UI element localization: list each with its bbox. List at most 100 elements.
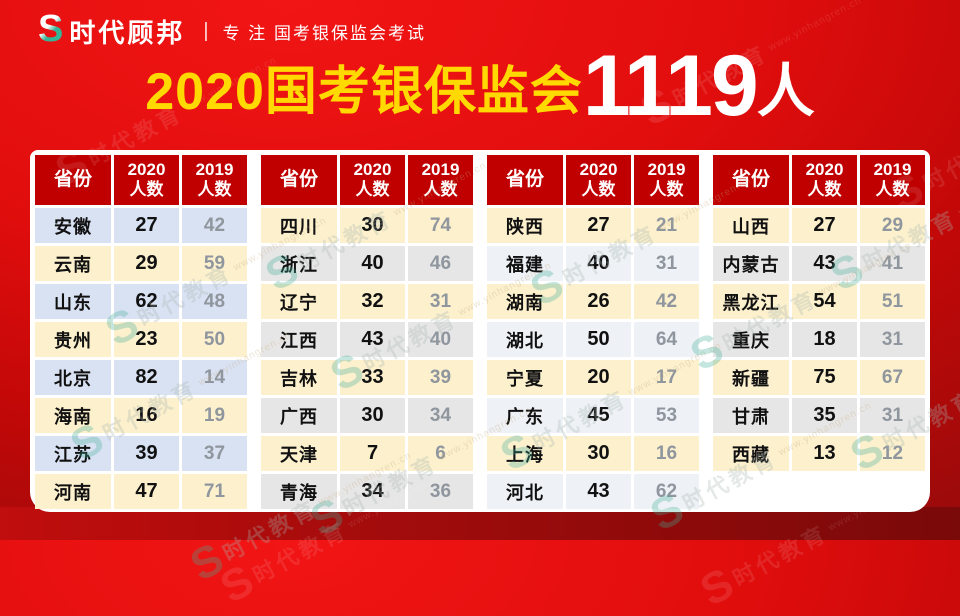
province-name: 北京 (35, 360, 111, 395)
count-2019: 37 (182, 436, 247, 471)
column-header-2020: 2020 人数 (340, 155, 405, 205)
count-2019: 42 (182, 208, 247, 243)
watermark-url: www.yinhangren.cn (956, 159, 960, 219)
watermark-logo-icon: S (182, 533, 232, 591)
province-name: 广东 (487, 398, 563, 433)
count-2019: 21 (634, 208, 699, 243)
count-2020: 29 (114, 246, 179, 281)
count-2019: 6 (408, 436, 473, 471)
column-header-province: 省份 (713, 155, 789, 205)
count-2019: 59 (182, 246, 247, 281)
bottom-band (0, 507, 960, 540)
province-name: 湖南 (487, 284, 563, 319)
count-2019: 12 (860, 436, 925, 471)
province-table-2: 省份 2020 人数 2019 人数 四川 30 74 浙江 40 46 辽宁 32 31 江西 43 40… (261, 155, 473, 509)
count-2020: 39 (114, 436, 179, 471)
column-header-2020: 2020 人数 (566, 155, 631, 205)
province-table-4: 省份 2020 人数 2019 人数 山西 27 29 内蒙古 43 41 黑龙江 54 51 重庆 18… (713, 155, 925, 507)
column-header-2020: 2020 人数 (792, 155, 857, 205)
province-name: 河北 (487, 474, 563, 509)
count-2019: 64 (634, 322, 699, 357)
count-2020: 16 (114, 398, 179, 433)
province-name: 新疆 (713, 360, 789, 395)
province-name: 四川 (261, 208, 337, 243)
province-name: 吉林 (261, 360, 337, 395)
count-2020: 62 (114, 284, 179, 319)
province-table-3: 省份 2020 人数 2019 人数 陕西 27 21 福建 40 31 湖南 26 42 湖北 50 64… (487, 155, 699, 509)
count-2020: 43 (792, 246, 857, 281)
province-name: 山东 (35, 284, 111, 319)
province-name: 江西 (261, 322, 337, 357)
count-2020: 54 (792, 284, 857, 319)
count-2020: 47 (114, 474, 179, 509)
province-name: 甘肃 (713, 398, 789, 433)
count-2019: 39 (408, 360, 473, 395)
province-name: 重庆 (713, 322, 789, 357)
count-2019: 19 (182, 398, 247, 433)
watermark-logo-icon: S (212, 555, 262, 613)
count-2020: 30 (566, 436, 631, 471)
count-2019: 40 (408, 322, 473, 357)
watermark-url: www.yinhangren.cn (766, 0, 864, 54)
brand-tagline: 专 注 国考银保监会考试 (222, 23, 427, 43)
count-2019: 17 (634, 360, 699, 395)
brand-logo-icon: S (38, 8, 64, 50)
brand-bar: S 时代顾邦 | 专 注 国考银保监会考试 (38, 8, 427, 50)
province-name: 青海 (261, 474, 337, 509)
count-2020: 50 (566, 322, 631, 357)
count-2020: 27 (114, 208, 179, 243)
column-header-province: 省份 (487, 155, 563, 205)
count-2020: 32 (340, 284, 405, 319)
province-name: 内蒙古 (713, 246, 789, 281)
province-name: 辽宁 (261, 284, 337, 319)
count-2020: 82 (114, 360, 179, 395)
count-2020: 45 (566, 398, 631, 433)
count-2019: 67 (860, 360, 925, 395)
count-2020: 75 (792, 360, 857, 395)
column-header-2019: 2019 人数 (860, 155, 925, 205)
province-table-1: 省份 2020 人数 2019 人数 安徽 27 42 云南 29 59 山东 62 48 贵州 23 50… (35, 155, 247, 509)
column-header-province: 省份 (35, 155, 111, 205)
count-2020: 43 (566, 474, 631, 509)
count-2020: 40 (340, 246, 405, 281)
count-2020: 35 (792, 398, 857, 433)
count-2019: 31 (408, 284, 473, 319)
count-2020: 27 (566, 208, 631, 243)
province-name: 贵州 (35, 322, 111, 357)
count-2019: 31 (860, 322, 925, 357)
count-2020: 40 (566, 246, 631, 281)
province-name: 山西 (713, 208, 789, 243)
count-2020: 33 (340, 360, 405, 395)
province-name: 上海 (487, 436, 563, 471)
count-2019: 74 (408, 208, 473, 243)
column-header-2019: 2019 人数 (634, 155, 699, 205)
province-name: 安徽 (35, 208, 111, 243)
poster: S 时代顾邦 | 专 注 国考银保监会考试 2020国考银保监会1119人 省份… (0, 0, 960, 591)
watermark-logo-icon: S (692, 558, 742, 616)
province-name: 天津 (261, 436, 337, 471)
count-2019: 34 (408, 398, 473, 433)
province-name: 黑龙江 (713, 284, 789, 319)
count-2020: 20 (566, 360, 631, 395)
count-2020: 30 (340, 208, 405, 243)
province-name: 宁夏 (487, 360, 563, 395)
province-name: 陕西 (487, 208, 563, 243)
count-2019: 51 (860, 284, 925, 319)
province-name: 广西 (261, 398, 337, 433)
count-2019: 42 (634, 284, 699, 319)
province-name: 西藏 (713, 436, 789, 471)
data-panel: 省份 2020 人数 2019 人数 安徽 27 42 云南 29 59 山东 62 48 贵州 23 50… (30, 150, 930, 512)
province-name: 云南 (35, 246, 111, 281)
province-name: 海南 (35, 398, 111, 433)
province-name: 福建 (487, 246, 563, 281)
count-2020: 27 (792, 208, 857, 243)
title-unit: 人 (756, 59, 815, 124)
brand-name: 时代顾邦 (69, 17, 186, 48)
brand-divider: | (203, 19, 209, 42)
count-2019: 14 (182, 360, 247, 395)
count-2020: 43 (340, 322, 405, 357)
count-2019: 41 (860, 246, 925, 281)
count-2019: 46 (408, 246, 473, 281)
count-2019: 29 (860, 208, 925, 243)
title-number: 1119 (582, 38, 759, 134)
